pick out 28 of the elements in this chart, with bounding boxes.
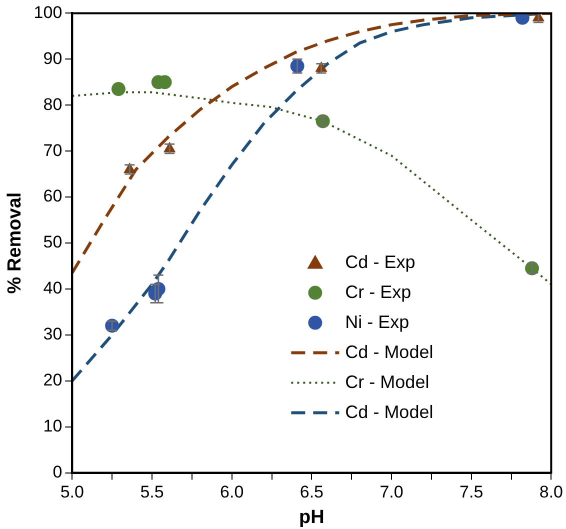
y-tick-label: 50	[43, 232, 62, 252]
x-axis-title: pH	[299, 506, 324, 528]
point	[111, 82, 126, 96]
y-tick-label: 60	[43, 186, 62, 206]
y-tick-label: 20	[43, 370, 62, 390]
legend-label: Ni - Exp	[345, 312, 410, 332]
legend-label: Cd - Exp	[345, 252, 416, 272]
legend-label: Cr - Model	[345, 372, 430, 392]
y-tick-label: 0	[52, 462, 62, 482]
y-tick-label: 30	[43, 324, 62, 344]
x-tick-label: 5.5	[140, 482, 164, 502]
x-tick-label: 5.0	[60, 482, 84, 502]
line-series	[72, 13, 552, 274]
x-tick-label: 7.5	[460, 482, 484, 502]
x-tick-label: 7.0	[380, 482, 404, 502]
y-tick-label: 90	[43, 48, 62, 68]
y-tick-label: 80	[43, 94, 62, 114]
y-tick-label: 100	[34, 2, 62, 22]
x-tick-label: 6.5	[300, 482, 324, 502]
y-tick-label: 10	[43, 416, 62, 436]
y-tick-label: 70	[43, 140, 62, 160]
x-tick-label: 8.0	[539, 482, 564, 502]
y-axis-title: % Removal	[4, 192, 26, 294]
legend-label: Cd - Model	[345, 402, 434, 422]
x-tick-label: 6.0	[220, 482, 244, 502]
legend-label: Cr - Exp	[345, 282, 412, 302]
legend-label: Cd - Model	[345, 342, 434, 362]
y-tick-label: 40	[43, 278, 62, 298]
